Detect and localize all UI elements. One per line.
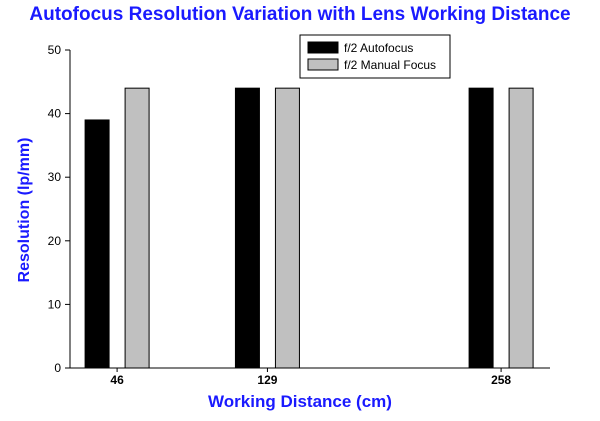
bar — [508, 87, 534, 369]
y-tick-label: 0 — [54, 361, 61, 375]
legend-swatch — [307, 41, 339, 54]
plot-area: 0 10 20 30 40 50 46 129 258 — [48, 43, 550, 387]
chart-title: Autofocus Resolution Variation with Lens… — [29, 4, 571, 25]
bar — [234, 87, 260, 369]
y-tick-label: 50 — [48, 43, 62, 57]
bar — [124, 87, 150, 369]
x-tick-label: 129 — [257, 373, 277, 387]
legend: f/2 Autofocus f/2 Manual Focus — [299, 34, 451, 79]
y-tick-label: 30 — [48, 170, 62, 184]
x-tick-label: 46 — [110, 373, 124, 387]
y-tick-label: 10 — [48, 297, 62, 311]
bar — [84, 119, 110, 369]
bar — [468, 87, 494, 369]
bar — [274, 87, 300, 369]
x-tick-label: 258 — [491, 373, 511, 387]
y-tick-label: 40 — [48, 107, 62, 121]
y-tick-label: 20 — [48, 234, 62, 248]
legend-swatch — [307, 58, 339, 71]
x-axis-label: Working Distance (cm) — [208, 392, 392, 411]
legend-label: f/2 Manual Focus — [344, 58, 436, 72]
legend-label: f/2 Autofocus — [344, 41, 413, 55]
